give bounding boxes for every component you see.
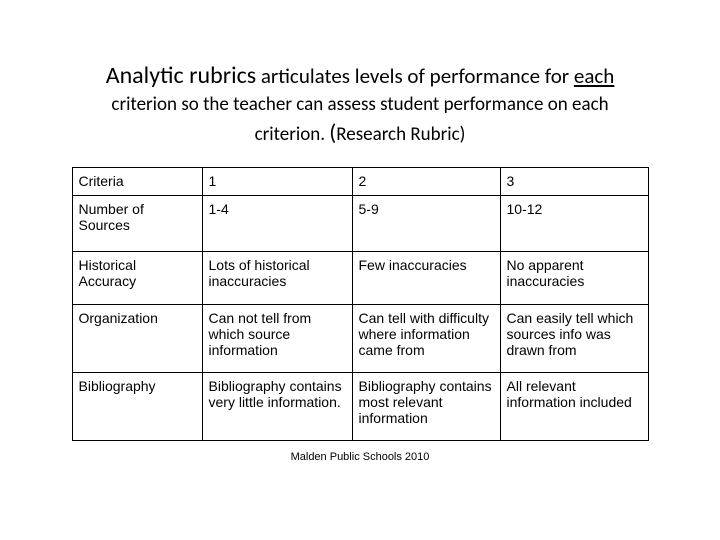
table-header-cell: 2 [352, 168, 500, 196]
heading-lead: Analytic rubrics [106, 61, 256, 90]
table-header-cell: 3 [500, 168, 648, 196]
heading-block: Analytic rubrics articulates levels of p… [0, 0, 720, 149]
heading-line-3a: criterion. [255, 123, 330, 146]
table-cell: Can not tell from which source informati… [202, 304, 352, 372]
heading-line-3: criterion. (Research Rubric) [70, 118, 650, 149]
footer-text: Malden Public Schools 2010 [0, 451, 720, 463]
table-cell: Bibliography contains very little inform… [202, 372, 352, 440]
table-cell: No apparent inaccuracies [500, 252, 648, 304]
table-row: Historical Accuracy Lots of historical i… [72, 252, 648, 304]
table-row: Bibliography Bibliography contains very … [72, 372, 648, 440]
table-cell: Bibliography [72, 372, 202, 440]
table-header-cell: Criteria [72, 168, 202, 196]
table-cell: Number of Sources [72, 196, 202, 252]
heading-rest-1a: articulates levels of performance for [256, 63, 574, 89]
table-cell: 5-9 [352, 196, 500, 252]
table-cell: Few inaccuracies [352, 252, 500, 304]
table-cell: 1-4 [202, 196, 352, 252]
table-cell: 10-12 [500, 196, 648, 252]
table-cell: All relevant information included [500, 372, 648, 440]
table-cell: Lots of historical inaccuracies [202, 252, 352, 304]
table-row: Criteria 1 2 3 [72, 168, 648, 196]
heading-line-1: Analytic rubrics articulates levels of p… [70, 60, 650, 92]
table-header-cell: 1 [202, 168, 352, 196]
table-cell: Historical Accuracy [72, 252, 202, 304]
rubric-table: Criteria 1 2 3 Number of Sources 1-4 5-9… [72, 167, 649, 441]
table-cell: Can easily tell which sources info was d… [500, 304, 648, 372]
table-row: Number of Sources 1-4 5-9 10-12 [72, 196, 648, 252]
heading-line-2: criterion so the teacher can assess stud… [70, 92, 650, 118]
table-cell: Can tell with difficulty where informati… [352, 304, 500, 372]
table-cell: Organization [72, 304, 202, 372]
table-row: Organization Can not tell from which sou… [72, 304, 648, 372]
heading-line-3b: Research Rubric) [336, 123, 465, 146]
heading-underlined: each [574, 63, 614, 89]
table-cell: Bibliography contains most relevant info… [352, 372, 500, 440]
